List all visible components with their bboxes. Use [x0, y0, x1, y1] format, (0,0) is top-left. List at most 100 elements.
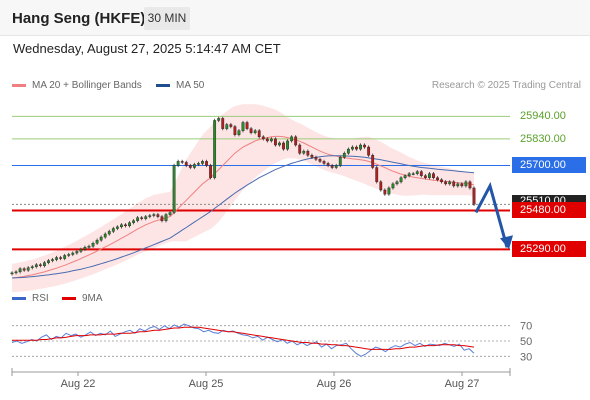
- candle-body: [436, 177, 439, 180]
- level-label-25480.00: 25480.00: [512, 202, 586, 219]
- candle-body: [71, 252, 75, 255]
- legend-label-ma20: MA 20 + Bollinger Bands: [32, 80, 142, 91]
- candle-body: [205, 161, 208, 166]
- candle-body: [460, 183, 464, 187]
- candle-body: [318, 159, 322, 162]
- x-tick-label: Aug 22: [61, 378, 96, 390]
- candle-body: [342, 152, 346, 158]
- candle-body: [314, 157, 318, 160]
- candle-body: [302, 150, 306, 154]
- candle-body: [274, 138, 277, 146]
- candle-body: [379, 181, 383, 191]
- candle-body: [286, 140, 289, 150]
- candle-body: [444, 181, 448, 185]
- candle-body: [448, 181, 452, 185]
- candle-body: [245, 122, 249, 129]
- candle-body: [403, 175, 407, 178]
- rsi-tick-30: 30: [520, 351, 532, 363]
- candle-body: [338, 157, 342, 166]
- candle-body: [124, 224, 127, 227]
- ma20-line: [11, 135, 475, 279]
- candle-body: [391, 183, 395, 189]
- candle-body: [75, 251, 79, 254]
- candle-body: [269, 138, 273, 142]
- candle-body: [306, 150, 310, 156]
- candle-body: [156, 214, 160, 217]
- candle-body: [375, 167, 379, 183]
- candle-body: [237, 130, 241, 135]
- candle-body: [428, 173, 431, 178]
- candle-body: [51, 259, 54, 261]
- candle-body: [184, 162, 188, 166]
- candle-body: [95, 239, 99, 244]
- candle-body: [213, 120, 217, 178]
- candle-body: [111, 228, 115, 232]
- candle-body: [415, 171, 419, 174]
- candle-body: [176, 161, 180, 166]
- rsi-tick-50: 50: [520, 336, 532, 348]
- candle-body: [355, 146, 358, 150]
- candle-body: [464, 181, 468, 187]
- candle-body: [440, 179, 443, 183]
- candle-body: [225, 124, 229, 129]
- candle-body: [201, 161, 204, 164]
- candle-body: [261, 136, 265, 140]
- rsi-tick-70: 70: [520, 321, 532, 333]
- candle-body: [160, 216, 164, 221]
- candle-body: [192, 164, 196, 168]
- candle-body: [472, 187, 476, 205]
- candle-body: [172, 165, 176, 213]
- candle-body: [253, 130, 257, 133]
- level-label-25290.00: 25290.00: [512, 241, 586, 258]
- legend-swatch-9ma: [62, 297, 76, 300]
- candle-body: [456, 183, 460, 187]
- candle-body: [310, 155, 314, 158]
- candle-body: [265, 138, 269, 142]
- candle-body: [411, 173, 415, 175]
- candle-body: [298, 144, 302, 154]
- candle-body: [241, 122, 245, 131]
- legend-swatch-rsi: [12, 297, 26, 300]
- candle-body: [87, 246, 91, 248]
- legend-ma20: MA 20 + Bollinger Bands: [12, 80, 142, 91]
- candle-body: [22, 268, 26, 271]
- candle-body: [152, 214, 156, 216]
- projection-arrow-head: [500, 235, 513, 250]
- candle-body: [221, 118, 225, 129]
- candle-body: [257, 130, 261, 138]
- candle-body: [330, 165, 334, 168]
- level-label-25940.00: 25940.00: [520, 110, 566, 123]
- candle-body: [294, 136, 298, 146]
- candle-body: [168, 212, 172, 215]
- level-label-25700.00: 25700.00: [512, 157, 586, 174]
- candle-body: [423, 175, 427, 178]
- x-tick-label: Aug 25: [189, 378, 224, 390]
- candle-body: [322, 161, 326, 164]
- candle-body: [115, 226, 119, 229]
- legend-swatch-ma50: [156, 84, 170, 87]
- candle-body: [148, 215, 152, 217]
- rsi-series-9ma: [12, 326, 475, 350]
- candle-body: [407, 173, 411, 176]
- candle-body: [326, 163, 330, 166]
- candle-body: [282, 142, 285, 150]
- x-tick-label: Aug 26: [317, 378, 352, 390]
- candle-body: [367, 146, 371, 156]
- candle-body: [387, 187, 391, 195]
- candle-body: [120, 224, 123, 228]
- legend-label-9ma: 9MA: [82, 293, 103, 304]
- candle-body: [452, 181, 456, 187]
- candle-body: [399, 177, 403, 183]
- candle-body: [290, 136, 294, 142]
- interval-button[interactable]: 30 MIN: [144, 7, 190, 30]
- candle-body: [67, 254, 71, 256]
- candle-body: [233, 126, 237, 135]
- candle-body: [79, 249, 83, 252]
- candle-body: [14, 271, 18, 274]
- candle-body: [359, 144, 362, 150]
- legend-label-rsi: RSI: [32, 293, 49, 304]
- candle-body: [419, 171, 423, 176]
- candle-body: [371, 155, 375, 168]
- candle-body: [91, 243, 95, 247]
